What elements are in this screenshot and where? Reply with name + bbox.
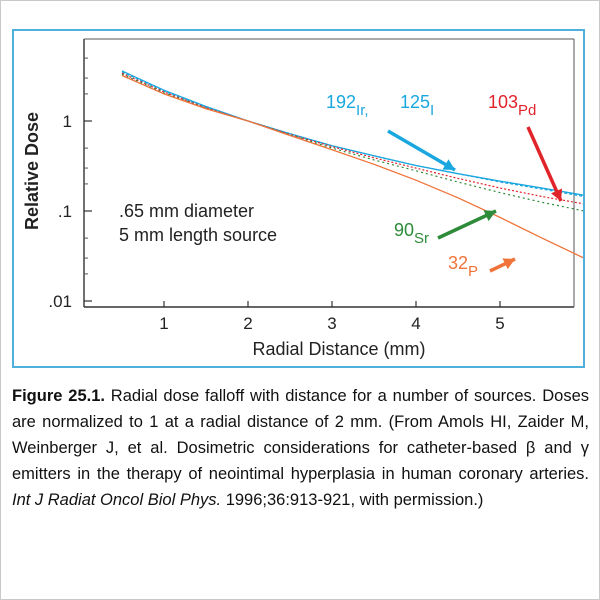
caption-text: Radial dose falloff with distance for a … — [12, 387, 590, 483]
caption-label: Figure 25.1. — [12, 387, 105, 405]
arrow-192ir-125i-head — [442, 159, 455, 170]
x-tick-label: 2 — [243, 314, 252, 333]
y-axis-label: Relative Dose — [22, 112, 42, 230]
caption-journal: Int J Radiat Oncol Biol Phys. — [12, 491, 222, 509]
series-line-192Ir — [121, 70, 583, 196]
y-tick-label: .1 — [58, 202, 72, 221]
y-tick-label: .01 — [48, 292, 72, 311]
arrow-32p-head — [502, 258, 515, 270]
arrow-103pd — [526, 126, 563, 202]
figure-box: 1 2 3 4 5 1 .1 .01 Radial Distance (mm) Relative … — [12, 29, 585, 368]
series-label-103pd: 103Pd — [488, 92, 536, 119]
axes — [83, 38, 575, 308]
annotation-line-1: .65 mm diameter — [119, 201, 254, 221]
x-axis-label: Radial Distance (mm) — [252, 339, 425, 359]
series-label-32p: 32P — [448, 253, 478, 280]
caption-tail: 1996;36:913-921, with permission.) — [221, 491, 484, 509]
series-label-90sr: 90Sr — [394, 220, 429, 247]
x-tick-label: 4 — [411, 314, 420, 333]
series-lines — [121, 70, 583, 259]
x-tick-label: 1 — [159, 314, 168, 333]
series-line-32P — [121, 74, 583, 259]
figure-caption: Figure 25.1. Radial dose falloff with di… — [12, 383, 589, 513]
chart-labels: 1 2 3 4 5 1 .1 .01 Radial Distance (mm) Relative … — [22, 92, 563, 359]
arrow-192ir-125i — [387, 129, 456, 172]
dose-falloff-chart: 1 2 3 4 5 1 .1 .01 Radial Distance (mm) Relative … — [22, 38, 583, 359]
arrow-103pd-head — [551, 188, 562, 201]
arrow-90sr-head — [483, 210, 496, 222]
series-line-125I — [121, 71, 583, 197]
annotation-line-2: 5 mm length source — [119, 225, 277, 245]
x-tick-label: 5 — [495, 314, 504, 333]
series-line-103Pd — [121, 72, 583, 205]
x-tick-label: 3 — [327, 314, 336, 333]
series-label-192ir: 192Ir, — [326, 92, 369, 119]
y-tick-label: 1 — [63, 112, 72, 131]
series-label-125i: 125I — [400, 92, 434, 119]
